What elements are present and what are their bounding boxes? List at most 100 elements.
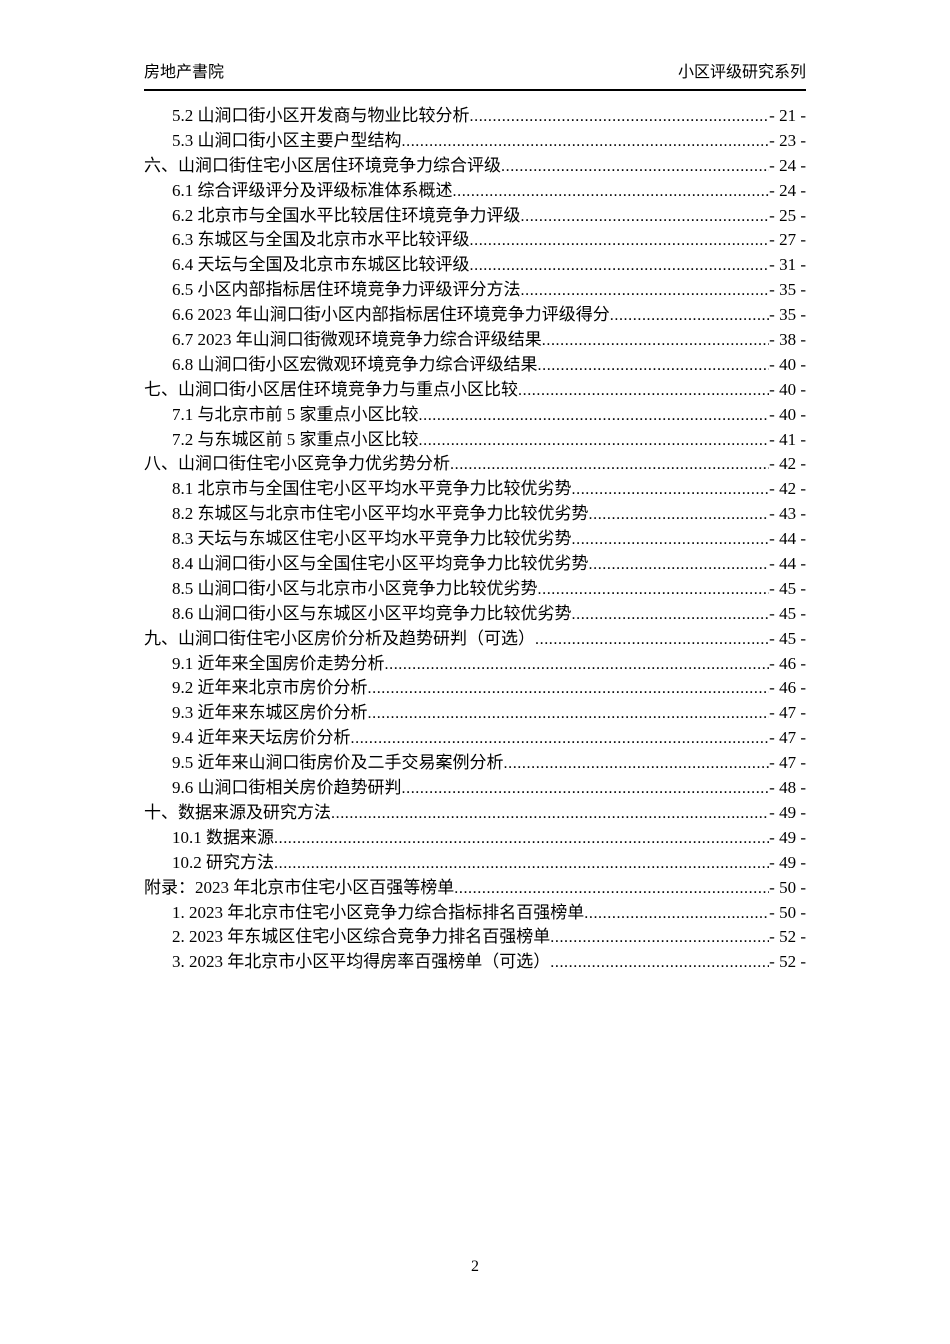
toc-entry[interactable]: 8.1 北京市与全国住宅小区平均水平竞争力比较优劣势 - 42 - <box>144 477 806 502</box>
toc-entry-label: 八、山涧口街住宅小区竞争力优劣势分析 <box>144 454 450 474</box>
toc-entry-label: 9.4 近年来天坛房价分析 <box>172 728 351 748</box>
toc-entry[interactable]: 8.5 山涧口街小区与北京市小区竞争力比较优劣势 - 45 - <box>144 577 806 602</box>
toc-entry-page: - 24 - <box>769 155 806 175</box>
toc-entry-label: 8.4 山涧口街小区与全国住宅小区平均竞争力比较优劣势 <box>172 554 589 574</box>
toc-entry-page: - 38 - <box>769 330 806 350</box>
toc-leader-dots <box>572 527 770 553</box>
toc-entry-label: 6.8 山涧口街小区宏微观环境竞争力综合评级结果 <box>172 354 538 374</box>
toc-leader-dots <box>610 303 769 329</box>
toc-entry-page: - 40 - <box>769 404 806 424</box>
toc-entry[interactable]: 8.6 山涧口街小区与东城区小区平均竞争力比较优劣势 - 45 - <box>144 602 806 627</box>
toc-entry[interactable]: 3. 2023 年北京市小区平均得房率百强榜单（可选） - 52 - <box>144 950 806 975</box>
toc-entry-page: - 48 - <box>769 778 806 798</box>
toc-entry[interactable]: 6.3 东城区与全国及北京市水平比较评级 - 27 - <box>144 228 806 253</box>
toc-leader-dots <box>470 228 770 254</box>
toc-entry[interactable]: 8.2 东城区与北京市住宅小区平均水平竞争力比较优劣势 - 43 - <box>144 502 806 527</box>
toc-entry[interactable]: 8.4 山涧口街小区与全国住宅小区平均竞争力比较优劣势 - 44 - <box>144 552 806 577</box>
toc-entry-page: - 41 - <box>769 429 806 449</box>
toc-leader-dots <box>368 701 770 727</box>
toc-entry[interactable]: 9.2 近年来北京市房价分析 - 46 - <box>144 676 806 701</box>
toc-entry[interactable]: 2. 2023 年东城区住宅小区综合竞争力排名百强榜单 - 52 - <box>144 925 806 950</box>
toc-entry[interactable]: 5.2 山涧口街小区开发商与物业比较分析 - 21 - <box>144 104 806 129</box>
toc-leader-dots <box>470 253 770 279</box>
toc-entry[interactable]: 5.3 山涧口街小区主要户型结构 - 23 - <box>144 129 806 154</box>
toc-entry[interactable]: 6.7 2023 年山涧口街微观环境竞争力综合评级结果 - 38 - <box>144 328 806 353</box>
toc-entry-label: 十、数据来源及研究方法 <box>144 802 331 822</box>
toc-leader-dots <box>521 278 770 304</box>
toc-entry-page: - 49 - <box>769 852 806 872</box>
toc-entry-label: 5.2 山涧口街小区开发商与物业比较分析 <box>172 106 470 125</box>
toc-entry-page: - 40 - <box>769 379 806 399</box>
toc-leader-dots <box>589 502 770 528</box>
toc-entry[interactable]: 6.2 北京市与全国水平比较居住环境竞争力评级 - 25 - <box>144 204 806 229</box>
toc-entry-label: 10.1 数据来源 <box>172 827 274 847</box>
toc-entry-page: - 44 - <box>769 554 806 574</box>
header-left-title: 房地产書院 <box>144 64 225 81</box>
toc-leader-dots <box>584 901 769 927</box>
toc-entry[interactable]: 6.5 小区内部指标居住环境竞争力评级评分方法 - 35 - <box>144 278 806 303</box>
toc-entry[interactable]: 6.8 山涧口街小区宏微观环境竞争力综合评级结果 - 40 - <box>144 353 806 378</box>
toc-entry[interactable]: 10.1 数据来源 - 49 - <box>144 826 806 851</box>
toc-leader-dots <box>368 676 770 702</box>
toc-entry-label: 6.5 小区内部指标居住环境竞争力评级评分方法 <box>172 280 521 300</box>
toc-leader-dots <box>402 129 770 155</box>
toc-entry-label: 附录：2023 年北京市住宅小区百强等榜单 <box>144 877 455 897</box>
toc-entry[interactable]: 六、山涧口街住宅小区居住环境竞争力综合评级 - 24 - <box>144 154 806 179</box>
toc-leader-dots <box>504 751 770 777</box>
toc-entry[interactable]: 6.4 天坛与全国及北京市东城区比较评级 - 31 - <box>144 253 806 278</box>
toc-entry-label: 七、山涧口街小区居住环境竞争力与重点小区比较 <box>144 379 518 399</box>
toc-leader-dots <box>385 652 770 678</box>
toc-entry-page: - 44 - <box>769 529 806 549</box>
page-footer: 2 <box>0 1258 950 1276</box>
toc-entry-page: - 45 - <box>769 578 806 598</box>
toc-entry-page: - 52 - <box>769 927 806 947</box>
toc-entry[interactable]: 1. 2023 年北京市住宅小区竞争力综合指标排名百强榜单 - 50 - <box>144 901 806 926</box>
toc-entry[interactable]: 9.3 近年来东城区房价分析 - 47 - <box>144 701 806 726</box>
toc-entry-page: - 45 - <box>769 628 806 648</box>
page-number: 2 <box>471 1258 479 1275</box>
toc-entry-label: 2. 2023 年东城区住宅小区综合竞争力排名百强榜单 <box>172 927 551 947</box>
toc-leader-dots <box>572 477 770 503</box>
toc-entry-label: 8.5 山涧口街小区与北京市小区竞争力比较优劣势 <box>172 578 538 598</box>
toc-entry[interactable]: 十、数据来源及研究方法 - 49 - <box>144 801 806 826</box>
toc-entry[interactable]: 10.2 研究方法 - 49 - <box>144 851 806 876</box>
toc-entry-label: 8.3 天坛与东城区住宅小区平均水平竞争力比较优劣势 <box>172 529 572 549</box>
toc-entry[interactable]: 7.2 与东城区前 5 家重点小区比较 - 41 - <box>144 428 806 453</box>
toc-entry[interactable]: 九、山涧口街住宅小区房价分析及趋势研判（可选） - 45 - <box>144 627 806 652</box>
toc-entry[interactable]: 9.1 近年来全国房价走势分析 - 46 - <box>144 652 806 677</box>
toc-entry-label: 8.2 东城区与北京市住宅小区平均水平竞争力比较优劣势 <box>172 504 589 524</box>
toc-entry-label: 5.3 山涧口街小区主要户型结构 <box>172 130 402 150</box>
toc-entry-page: - 50 - <box>769 902 806 922</box>
toc-entry[interactable]: 八、山涧口街住宅小区竞争力优劣势分析 - 42 - <box>144 452 806 477</box>
toc-entry-page: - 23 - <box>769 130 806 150</box>
toc-entry-page: - 52 - <box>769 952 806 972</box>
toc-leader-dots <box>274 826 769 852</box>
toc-entry-page: - 47 - <box>769 753 806 773</box>
toc-leader-dots <box>351 726 770 752</box>
toc-entry-label: 6.3 东城区与全国及北京市水平比较评级 <box>172 230 470 250</box>
toc-leader-dots <box>450 452 769 478</box>
toc-entry-label: 9.1 近年来全国房价走势分析 <box>172 653 385 673</box>
toc-entry-page: - 42 - <box>769 479 806 499</box>
toc-leader-dots <box>402 776 770 802</box>
toc-entry[interactable]: 七、山涧口街小区居住环境竞争力与重点小区比较 - 40 - <box>144 378 806 403</box>
toc-entry-label: 8.1 北京市与全国住宅小区平均水平竞争力比较优劣势 <box>172 479 572 499</box>
toc-entry-label: 六、山涧口街住宅小区居住环境竞争力综合评级 <box>144 155 501 175</box>
toc-entry-label: 6.6 2023 年山涧口街小区内部指标居住环境竞争力评级得分 <box>172 305 610 325</box>
toc-entry[interactable]: 7.1 与北京市前 5 家重点小区比较 - 40 - <box>144 403 806 428</box>
toc-entry[interactable]: 6.1 综合评级评分及评级标准体系概述 - 24 - <box>144 179 806 204</box>
toc-entry-page: - 43 - <box>769 504 806 524</box>
toc-leader-dots <box>501 154 769 180</box>
toc-entry[interactable]: 9.6 山涧口街相关房价趋势研判 - 48 - <box>144 776 806 801</box>
toc-leader-dots <box>331 801 769 827</box>
toc-entry[interactable]: 8.3 天坛与东城区住宅小区平均水平竞争力比较优劣势 - 44 - <box>144 527 806 552</box>
toc-entry[interactable]: 附录：2023 年北京市住宅小区百强等榜单 - 50 - <box>144 876 806 901</box>
toc-entry[interactable]: 9.5 近年来山涧口街房价及二手交易案例分析 - 47 - <box>144 751 806 776</box>
toc-entry[interactable]: 6.6 2023 年山涧口街小区内部指标居住环境竞争力评级得分 - 35 - <box>144 303 806 328</box>
toc-leader-dots <box>521 204 770 230</box>
toc-entry-label: 6.2 北京市与全国水平比较居住环境竞争力评级 <box>172 205 521 225</box>
toc-entry-page: - 42 - <box>769 454 806 474</box>
toc-entry[interactable]: 9.4 近年来天坛房价分析 - 47 - <box>144 726 806 751</box>
toc-entry-label: 7.2 与东城区前 5 家重点小区比较 <box>172 429 419 449</box>
toc-leader-dots <box>535 627 769 653</box>
